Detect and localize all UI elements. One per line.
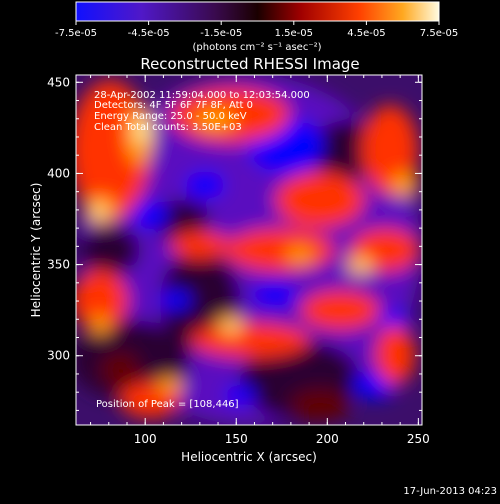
image-intensity-blob bbox=[362, 105, 418, 195]
colorbar: -7.5e-05 -4.5e-05 -1.5e-05 1.5e-05 4.5e-05 7.… bbox=[55, 1, 458, 53]
image-intensity-blob bbox=[375, 325, 415, 385]
image-intensity-blob bbox=[80, 225, 140, 275]
image-intensity-blob bbox=[90, 315, 110, 335]
colorbar-tick-label: 4.5e-05 bbox=[347, 28, 385, 39]
info-clean-counts: Clean Total counts: 3.50E+03 bbox=[94, 122, 242, 133]
image-intensity-blob bbox=[226, 322, 238, 332]
image-intensity-blob bbox=[356, 260, 368, 270]
y-axis-label: Heliocentric Y (arcsec) bbox=[29, 183, 43, 318]
image-intensity-blob bbox=[225, 228, 335, 272]
image-frame bbox=[75, 74, 423, 426]
image-title: Reconstructed RHESSI Image bbox=[140, 55, 359, 73]
image-intensity-blob bbox=[391, 173, 419, 197]
y-tick-label: 300 bbox=[47, 349, 70, 363]
colorbar-unit-label: (photons cm⁻² s⁻¹ asec⁻²) bbox=[192, 42, 321, 53]
info-time-range: 28-Apr-2002 11:59:04.000 to 12:03:54.000 bbox=[94, 90, 310, 101]
image-intensity-blob bbox=[286, 247, 314, 263]
image-intensity-blob bbox=[91, 206, 105, 218]
image-panel: 100 150 200 250 300 350 400 450 28-Apr-2002 11:… bbox=[47, 74, 430, 446]
x-tick-label: 100 bbox=[134, 432, 157, 446]
image-intensity-blob bbox=[275, 172, 365, 228]
footer-timestamp: 17-Jun-2013 04:23 bbox=[403, 486, 497, 497]
info-detectors: Detectors: 4F 5F 6F 7F 8F, Att 0 bbox=[94, 100, 253, 111]
colorbar-tick-label: -7.5e-05 bbox=[55, 28, 97, 39]
image-intensity-blob bbox=[159, 290, 191, 310]
image-intensity-blob bbox=[290, 389, 350, 421]
image-intensity-blob bbox=[156, 377, 184, 393]
colorbar-tick-label: -4.5e-05 bbox=[128, 28, 170, 39]
image-intensity-blob bbox=[76, 270, 128, 330]
y-tick-label: 400 bbox=[47, 166, 70, 180]
image-map bbox=[76, 75, 420, 425]
image-intensity-blob bbox=[195, 110, 235, 130]
image-intensity-blob bbox=[300, 290, 380, 330]
colorbar-tick-label: 1.5e-05 bbox=[275, 28, 313, 39]
x-axis-label: Heliocentric X (arcsec) bbox=[181, 450, 317, 464]
image-intensity-blob bbox=[170, 231, 230, 259]
colorbar-tick-label: -1.5e-05 bbox=[200, 28, 242, 39]
image-intensity-blob bbox=[253, 283, 297, 307]
x-tick-label: 150 bbox=[225, 432, 248, 446]
colorbar-gradient bbox=[75, 1, 440, 22]
axis-ticks: 100 150 200 250 300 350 400 450 bbox=[47, 75, 430, 446]
y-tick-label: 350 bbox=[47, 258, 70, 272]
info-annotation: 28-Apr-2002 11:59:04.000 to 12:03:54.000… bbox=[94, 90, 310, 133]
image-intensity-blob bbox=[379, 310, 411, 330]
image-intensity-blob bbox=[134, 118, 150, 142]
colorbar-tick-label: 7.5e-05 bbox=[420, 28, 458, 39]
image-intensity-blob bbox=[190, 322, 310, 358]
image-intensity-blob bbox=[132, 201, 168, 229]
info-energy-range: Energy Range: 25.0 - 50.0 keV bbox=[94, 111, 247, 122]
x-tick-label: 250 bbox=[407, 432, 430, 446]
y-tick-label: 450 bbox=[47, 75, 70, 89]
x-tick-label: 200 bbox=[316, 432, 339, 446]
image-intensity-blob bbox=[100, 352, 140, 388]
colorbar-ticks: -7.5e-05 -4.5e-05 -1.5e-05 1.5e-05 4.5e-05 7.… bbox=[55, 21, 458, 39]
image-intensity-blob bbox=[185, 171, 225, 199]
image-intensity-blob bbox=[224, 385, 256, 405]
peak-position-label: Position of Peak = [108,446] bbox=[96, 399, 239, 410]
